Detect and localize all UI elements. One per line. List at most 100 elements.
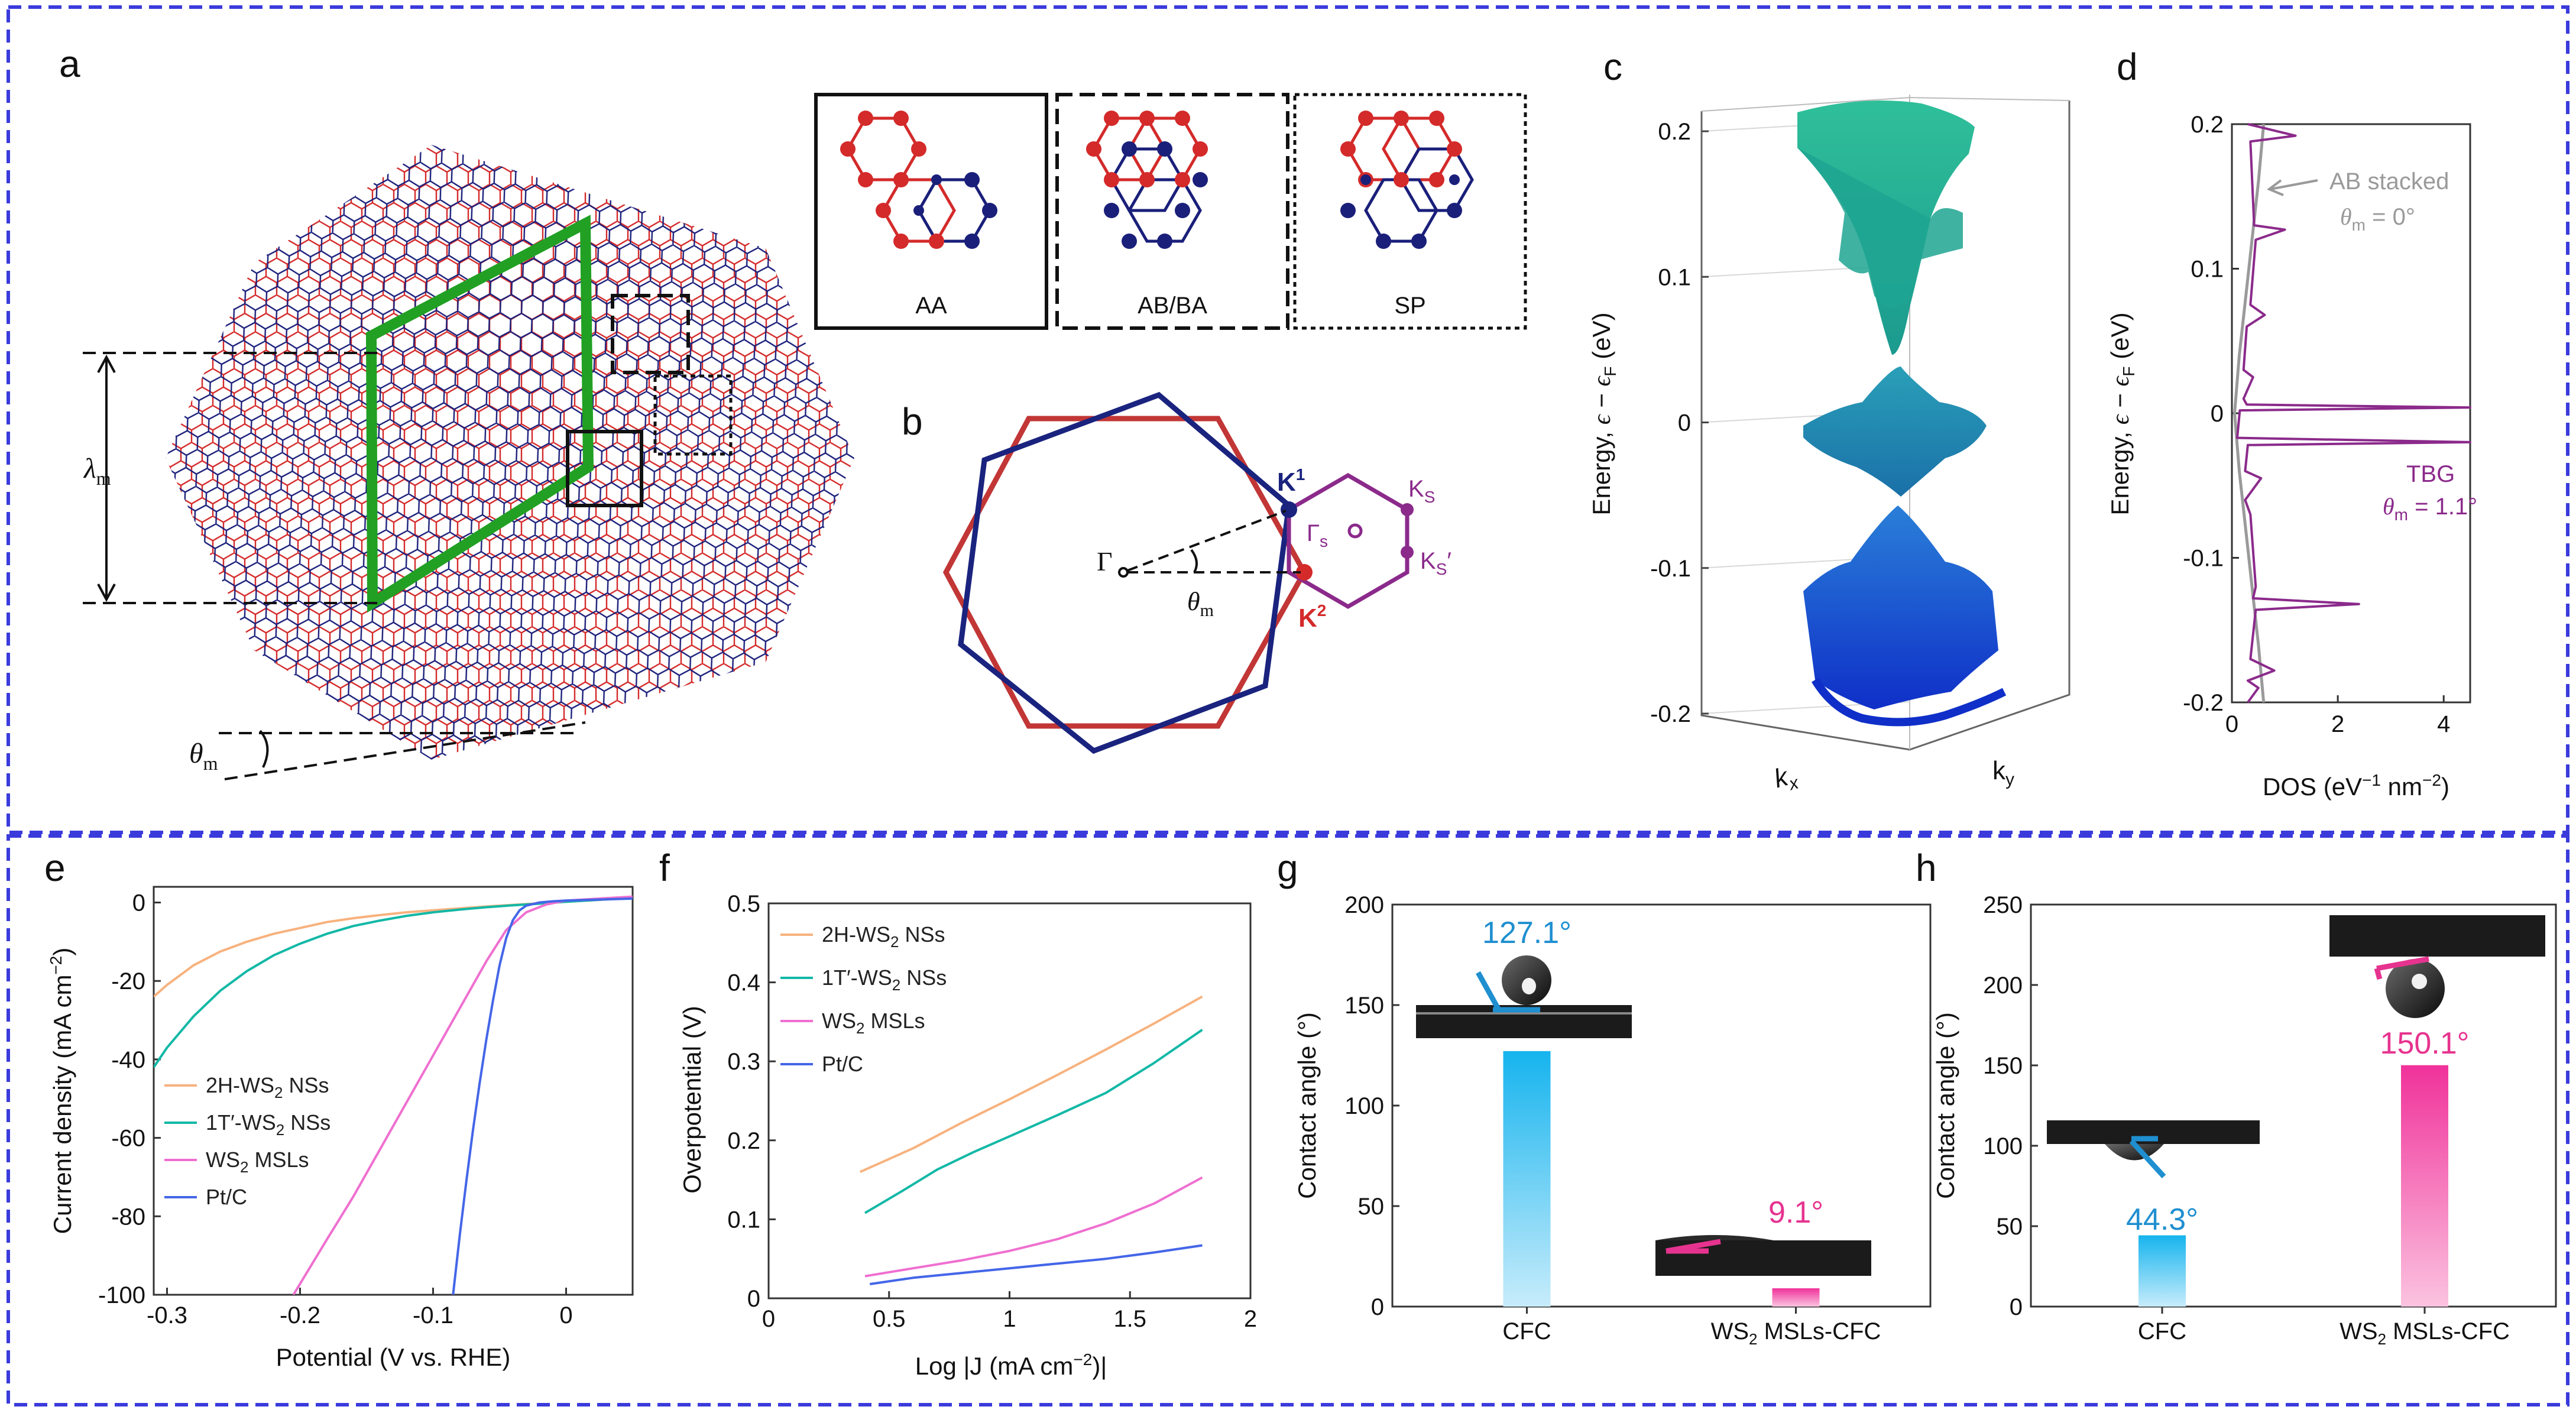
d-xtick-label: 0: [2225, 711, 2238, 737]
f-legend-label: 2H-WS2 NSs: [822, 922, 945, 951]
e-series-2: [292, 895, 633, 1295]
e-ytick-label: -80: [111, 1204, 145, 1230]
f-ytick-label: 0.2: [727, 1128, 760, 1154]
f-series-1: [864, 1029, 1203, 1214]
stacking-inset-sp: SP: [1293, 93, 1527, 330]
e-legend-label: 2H-WS2 NSs: [206, 1073, 329, 1101]
h-plot-frame: [2030, 903, 2557, 1308]
stacking-inset-ab: AB/BA: [1055, 93, 1289, 330]
panel-f: f 0 0.5 1 1.5 2 0 0.1 0.2 0.3 0.4 0.5 2H-WS2 NSs 1T…: [659, 847, 1257, 1380]
h-ytick-label: 250: [1983, 892, 2023, 918]
ks-label: KS: [1408, 476, 1435, 506]
panel-h: h 0 50 100 150 200 250 CFC 44.3° WS2 MSLs-CFC 15…: [1916, 847, 2557, 1348]
d-series-tbg: [2236, 123, 2471, 704]
h-droplet-image-ws2: [2329, 915, 2545, 1018]
panel-label-c: c: [1603, 46, 1622, 88]
f-ytick-label: 0: [747, 1286, 760, 1312]
f-ylabel: Overpotential (V): [678, 1006, 706, 1193]
theta-arc: [259, 730, 269, 768]
moire-bz-hexagon: [1287, 472, 1409, 610]
f-xtick-label: 1: [1003, 1306, 1016, 1332]
e-series-0: [154, 896, 633, 998]
f-legend-label: WS2 MSLs: [822, 1009, 925, 1037]
c-ytick-label: 0: [1678, 410, 1691, 436]
panel-label-a: a: [59, 43, 80, 85]
e-legend-label: Pt/C: [206, 1185, 247, 1209]
g-value-label: 127.1°: [1482, 916, 1571, 950]
panel-label-e: e: [44, 847, 66, 889]
g-ytick-label: 150: [1344, 993, 1384, 1019]
c-ytick-label: 0.1: [1658, 264, 1691, 290]
stacking-label-ab: AB/BA: [1138, 293, 1207, 319]
h-category-label: CFC: [2138, 1318, 2186, 1344]
h-bar-1: [2401, 1065, 2448, 1307]
aa-region-marker: [566, 430, 643, 507]
e-legend-label: 1T′-WS2 NSs: [206, 1110, 330, 1139]
d-ytick-label: -0.1: [2183, 546, 2224, 572]
d-xtick-label: 4: [2437, 711, 2450, 737]
lower-band-surface: [1803, 505, 1998, 709]
e-plot-frame: [153, 886, 634, 1296]
h-value-label: 44.3°: [2126, 1203, 2198, 1237]
ab-region-marker: [611, 294, 690, 374]
f-legend-label: Pt/C: [822, 1052, 863, 1076]
f-xtick-label: 2: [1244, 1306, 1257, 1332]
panel-label-d: d: [2117, 46, 2138, 88]
f-series-2: [864, 1176, 1203, 1278]
k1-point: [1281, 501, 1297, 518]
f-plot-frame: [767, 902, 1252, 1299]
g-ytick-label: 0: [1371, 1294, 1384, 1320]
moire-unit-cell: [365, 215, 594, 613]
g-bar-0: [1503, 1051, 1551, 1307]
theta-label: θm: [189, 738, 218, 774]
g-droplet-image-ws2: [1655, 1235, 1871, 1276]
h-ytick-label: 0: [2010, 1294, 2023, 1320]
g-ylabel: Contact angle (°): [1293, 1012, 1321, 1199]
g-category-label: WS2 MSLs-CFC: [1711, 1318, 1881, 1348]
e-xtick-label: 0: [559, 1302, 572, 1328]
h-bar-0: [2138, 1235, 2186, 1307]
f-ytick-label: 0.5: [727, 891, 760, 917]
c-ytick-label: -0.2: [1650, 701, 1691, 727]
e-series-1: [154, 896, 633, 1068]
d-ytick-label: 0.2: [2191, 112, 2224, 138]
f-xtick-label: 0: [762, 1306, 775, 1332]
e-legend-label: WS2 MSLs: [206, 1148, 309, 1176]
g-value-label: 9.1°: [1768, 1195, 1823, 1230]
stacking-label-aa: AA: [915, 293, 947, 319]
tbg-annotation: TBG: [2406, 461, 2455, 487]
gamma-s-label: Γs: [1307, 520, 1328, 550]
g-ytick-label: 200: [1344, 892, 1384, 918]
e-xtick-label: -0.3: [147, 1302, 187, 1328]
middle-band-surface: [1803, 367, 1987, 497]
ks-prime-label: KS′: [1420, 548, 1451, 578]
h-ytick-label: 100: [1983, 1133, 2023, 1159]
moire-lattice: [166, 145, 854, 760]
g-bar-1: [1772, 1288, 1820, 1307]
b-theta-label: θm: [1187, 587, 1214, 620]
e-xtick-label: -0.2: [280, 1302, 320, 1328]
e-ylabel: Current density (mA cm−2): [47, 948, 76, 1234]
f-xtick-label: 1.5: [1113, 1306, 1146, 1332]
e-ytick-label: -40: [111, 1047, 145, 1073]
e-ytick-label: -60: [111, 1126, 145, 1152]
h-ytick-label: 150: [1983, 1053, 2023, 1079]
d-ytick-label: 0.1: [2191, 257, 2224, 283]
panel-g: g 0 50 100 150 200 CFC 127.1° WS2 MSLs-CFC 9.1°…: [1277, 847, 1932, 1348]
c-ytick-label: 0.2: [1658, 119, 1691, 145]
panel-label-b: b: [902, 400, 923, 443]
panel-label-g: g: [1277, 847, 1298, 889]
f-xtick-label: 0.5: [873, 1306, 906, 1332]
d-ytick-label: 0: [2211, 401, 2224, 427]
top-panel-border: [7, 5, 2569, 834]
panel-b: b Γ θm K1 K2 Γs KS KS′: [902, 391, 1451, 754]
lambda-label: λm: [83, 453, 111, 489]
k1-label: K1: [1277, 465, 1305, 497]
ab-annotation-arrow: [2270, 179, 2318, 190]
h-ylabel: Contact angle (°): [1932, 1012, 1959, 1199]
d-xlabel: DOS (eV−1 nm−2): [2263, 771, 2449, 801]
panel-e: e -0.3 -0.2 -0.1 0 0 -20 -40 -60 -80 -100 2H-WS2 …: [44, 847, 634, 1371]
stacking-label-sp: SP: [1394, 293, 1425, 319]
h-ytick-label: 50: [1997, 1214, 2023, 1240]
panel-c: c 0.2 0.1 0 -0.1 -0.2 Energy, ϵ − ϵF (eV) kx…: [1587, 46, 2070, 795]
